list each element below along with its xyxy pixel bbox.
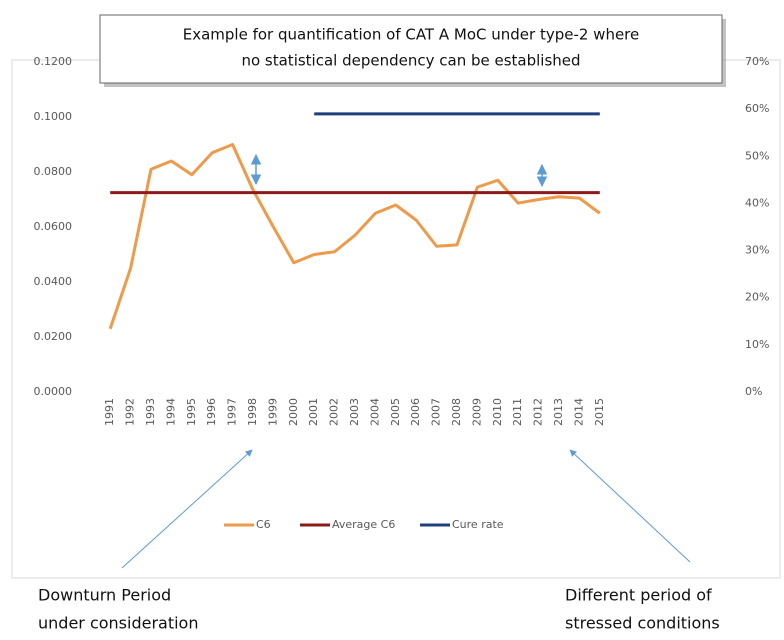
- y-tick-label: 0.0400: [34, 275, 73, 288]
- x-tick-label: 2013: [552, 398, 565, 426]
- x-tick-label: 2010: [491, 398, 504, 426]
- y-tick-label: 0.0000: [34, 385, 73, 398]
- legend-label: C6: [256, 518, 271, 531]
- y-tick-label: 0.0200: [34, 330, 73, 343]
- x-tick-label: 1997: [226, 398, 239, 426]
- x-tick-label: 2006: [409, 398, 422, 426]
- x-tick-label: 2002: [328, 398, 341, 426]
- annotation: Different period of: [565, 586, 712, 605]
- x-tick-label: 1996: [205, 398, 218, 426]
- x-tick-label: 2009: [470, 398, 483, 426]
- y-tick-label: 0.0600: [34, 220, 73, 233]
- x-tick-label: 1999: [266, 398, 279, 426]
- x-tick-label: 2000: [287, 398, 300, 426]
- x-tick-label: 1993: [144, 398, 157, 426]
- y2-tick-label: 0%: [745, 385, 762, 398]
- x-tick-label: 2003: [348, 398, 361, 426]
- y2-tick-label: 50%: [745, 149, 769, 162]
- annotation: Downturn Period: [38, 586, 171, 605]
- callout-arrow: [121, 449, 253, 569]
- x-tick-label: 1995: [185, 398, 198, 426]
- x-tick-label: 1991: [103, 398, 116, 426]
- y2-tick-label: 20%: [745, 291, 769, 304]
- y2-tick-label: 60%: [745, 102, 769, 115]
- x-tick-label: 2015: [593, 398, 606, 426]
- legend-label: Average C6: [332, 518, 395, 531]
- y2-tick-label: 40%: [745, 196, 769, 209]
- chart-frame: [11, 59, 781, 579]
- x-tick-label: 2001: [307, 398, 320, 426]
- x-tick-label: 2005: [389, 398, 402, 426]
- x-tick-label: 2008: [450, 398, 463, 426]
- y2-tick-label: 70%: [745, 55, 769, 68]
- legend-label: Cure rate: [452, 518, 504, 531]
- x-tick-label: 2011: [511, 398, 524, 426]
- y2-tick-label: 10%: [745, 338, 769, 351]
- series-line: [108, 143, 601, 330]
- y-tick-label: 0.0800: [34, 165, 73, 178]
- y-tick-label: 0.1000: [34, 110, 73, 123]
- y-tick-label: 0.1200: [34, 55, 73, 68]
- title-line: no statistical dependency can be establi…: [241, 52, 580, 70]
- y2-tick-label: 30%: [745, 244, 769, 257]
- x-tick-label: 2007: [430, 398, 443, 426]
- title-box: [99, 14, 723, 84]
- x-tick-label: 1992: [124, 398, 137, 426]
- x-tick-label: 2014: [572, 398, 585, 426]
- x-tick-label: 2012: [532, 398, 545, 426]
- title-line: Example for quantification of CAT A MoC …: [183, 26, 640, 44]
- callout-arrow: [569, 449, 691, 563]
- x-tick-label: 1994: [164, 398, 177, 426]
- annotation: under consideration: [38, 614, 198, 633]
- annotation: stressed conditions: [565, 614, 720, 633]
- x-tick-label: 2004: [368, 398, 381, 426]
- x-tick-label: 1998: [246, 398, 259, 426]
